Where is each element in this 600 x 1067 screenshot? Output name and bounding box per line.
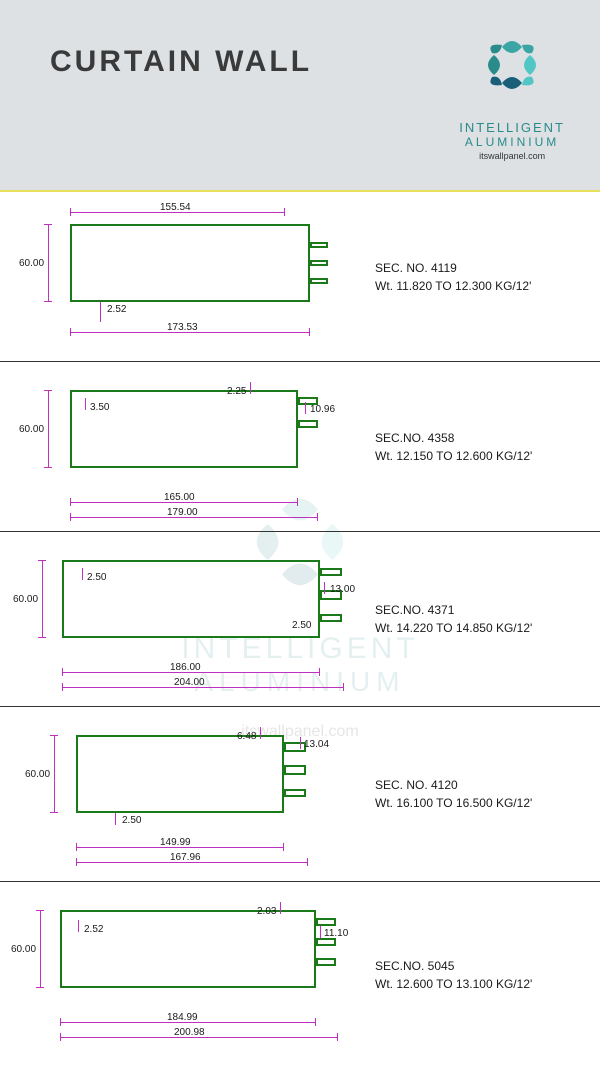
dimension-value: 11.10 bbox=[322, 928, 350, 939]
dimension-leader bbox=[260, 727, 261, 739]
section-number: SEC. NO. 4119 bbox=[375, 259, 600, 277]
profile-slot bbox=[284, 789, 306, 797]
dimension-value: 184.99 bbox=[165, 1012, 200, 1023]
dimension-leader bbox=[300, 737, 301, 749]
section-info: SEC.NO. 5045Wt. 12.600 TO 13.100 KG/12' bbox=[370, 957, 600, 993]
dimension-value: 10.96 bbox=[308, 404, 337, 415]
section-row: 186.00 204.00 60.00 2.50 13.00 2.50 SEC.NO. 43… bbox=[0, 532, 600, 707]
dimension-leader bbox=[85, 398, 86, 410]
dimension-value: 60.00 bbox=[17, 424, 46, 435]
dimension-value: 60.00 bbox=[17, 258, 46, 269]
section-row: 165.00 179.00 60.00 3.50 2.25 10.96 SEC.NO. 43… bbox=[0, 362, 600, 532]
section-weight: Wt. 16.100 TO 16.500 KG/12' bbox=[375, 794, 600, 812]
dimension-value: 60.00 bbox=[9, 944, 38, 955]
dimension-leader bbox=[82, 568, 83, 580]
dimension-value: 155.54 bbox=[158, 202, 193, 213]
profile-slot bbox=[310, 278, 328, 284]
dimension-value: 2.52 bbox=[82, 924, 105, 935]
dimension-value: 173.53 bbox=[165, 322, 200, 333]
dimension-leader bbox=[250, 382, 251, 394]
dimension-line bbox=[48, 224, 49, 302]
dimension-leader bbox=[78, 920, 79, 932]
section-row: 155.54 60.00 173.53 2.52 SEC. NO. 4119Wt. 11… bbox=[0, 192, 600, 362]
dimension-value: 165.00 bbox=[162, 492, 197, 503]
section-number: SEC.NO. 4371 bbox=[375, 601, 600, 619]
drawing-area: 149.99 167.96 60.00 6.48 2.50 13.04 bbox=[0, 707, 370, 881]
section-info: SEC. NO. 4119Wt. 11.820 TO 12.300 KG/12' bbox=[370, 259, 600, 295]
drawing-area: 184.99 200.98 60.00 2.52 2.03 11.10 bbox=[0, 882, 370, 1067]
section-row: 184.99 200.98 60.00 2.52 2.03 11.10 SEC.NO. 50… bbox=[0, 882, 600, 1067]
dimension-value: 2.50 bbox=[85, 572, 108, 583]
dimension-leader bbox=[115, 813, 116, 825]
section-number: SEC. NO. 4120 bbox=[375, 776, 600, 794]
dimension-value: 2.03 bbox=[255, 906, 278, 917]
brand-name-line1: INTELLIGENT bbox=[459, 120, 565, 135]
dimension-value: 2.25 bbox=[225, 386, 248, 397]
profile-slot bbox=[310, 260, 328, 266]
dimension-value: 6.48 bbox=[235, 731, 258, 742]
dimension-line bbox=[42, 560, 43, 638]
brand-name-line2: ALUMINIUM bbox=[459, 135, 565, 149]
dimension-value: 60.00 bbox=[23, 769, 52, 780]
section-row: 149.99 167.96 60.00 6.48 2.50 13.04 SEC. NO. 4… bbox=[0, 707, 600, 882]
dimension-value: 186.00 bbox=[168, 662, 203, 673]
profile-slot bbox=[316, 938, 336, 946]
page-header: CURTAIN WALL INTELLIGENT ALUMINIUM itswa… bbox=[0, 0, 600, 190]
profile-slot bbox=[316, 958, 336, 966]
dimension-value: 204.00 bbox=[172, 677, 207, 688]
profile-slot bbox=[320, 614, 342, 622]
brand-logo-block: INTELLIGENT ALUMINIUM itswallpanel.com bbox=[459, 15, 565, 161]
dimension-line bbox=[54, 735, 55, 813]
profile-outline bbox=[60, 910, 316, 988]
section-number: SEC.NO. 4358 bbox=[375, 429, 600, 447]
dimension-line bbox=[40, 910, 41, 988]
dimension-value: 200.98 bbox=[172, 1027, 207, 1038]
section-weight: Wt. 12.150 TO 12.600 KG/12' bbox=[375, 447, 600, 465]
dimension-value: 60.00 bbox=[11, 594, 40, 605]
dimension-line bbox=[48, 390, 49, 468]
section-number: SEC.NO. 5045 bbox=[375, 957, 600, 975]
profile-slot bbox=[310, 242, 328, 248]
drawing-area: 165.00 179.00 60.00 3.50 2.25 10.96 bbox=[0, 362, 370, 531]
brand-url: itswallpanel.com bbox=[459, 151, 565, 161]
dimension-value: 3.50 bbox=[88, 402, 111, 413]
dimension-leader bbox=[100, 302, 101, 322]
section-info: SEC.NO. 4358Wt. 12.150 TO 12.600 KG/12' bbox=[370, 429, 600, 465]
profile-slot bbox=[298, 420, 318, 428]
brand-logo-icon bbox=[462, 15, 562, 115]
sections-container: 155.54 60.00 173.53 2.52 SEC. NO. 4119Wt. 11… bbox=[0, 192, 600, 1067]
dimension-leader bbox=[305, 402, 306, 414]
section-info: SEC.NO. 4371Wt. 14.220 TO 14.850 KG/12' bbox=[370, 601, 600, 637]
section-info: SEC. NO. 4120Wt. 16.100 TO 16.500 KG/12' bbox=[370, 776, 600, 812]
dimension-value: 149.99 bbox=[158, 837, 193, 848]
profile-slot bbox=[316, 918, 336, 926]
section-weight: Wt. 14.220 TO 14.850 KG/12' bbox=[375, 619, 600, 637]
profile-outline bbox=[70, 224, 310, 302]
profile-slot bbox=[320, 568, 342, 576]
dimension-value: 2.50 bbox=[290, 620, 313, 631]
section-weight: Wt. 11.820 TO 12.300 KG/12' bbox=[375, 277, 600, 295]
drawing-sheet: INTELLIGENT ALUMINIUM itswallpanel.com 1… bbox=[0, 190, 600, 1067]
dimension-value: 179.00 bbox=[165, 507, 200, 518]
section-weight: Wt. 12.600 TO 13.100 KG/12' bbox=[375, 975, 600, 993]
dimension-value: 13.04 bbox=[302, 739, 331, 750]
dimension-value: 167.96 bbox=[168, 852, 203, 863]
profile-outline bbox=[76, 735, 284, 813]
drawing-area: 186.00 204.00 60.00 2.50 13.00 2.50 bbox=[0, 532, 370, 706]
dimension-value: 13.00 bbox=[328, 584, 357, 595]
dimension-leader bbox=[280, 902, 281, 914]
drawing-area: 155.54 60.00 173.53 2.52 bbox=[0, 192, 370, 361]
dimension-value: 2.52 bbox=[105, 304, 128, 315]
dimension-leader bbox=[324, 582, 325, 594]
dimension-leader bbox=[320, 926, 321, 938]
dimension-value: 2.50 bbox=[120, 815, 143, 826]
profile-slot bbox=[284, 765, 306, 775]
